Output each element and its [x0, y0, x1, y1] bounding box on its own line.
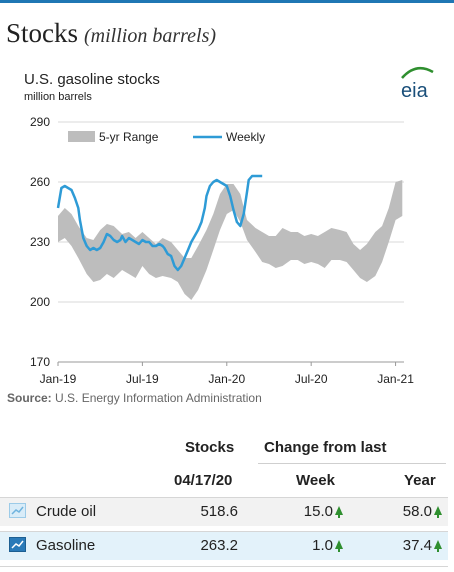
table-row-gasoline: Gasoline 263.2 1.0 37.4 — [0, 531, 448, 560]
up-arrow-icon — [335, 540, 343, 552]
col-header-year: Year — [404, 472, 436, 489]
week-change-value: 1.0 — [312, 537, 333, 554]
year-change-value: 37.4 — [402, 537, 432, 554]
x-tick-label: Jan-20 — [208, 372, 245, 386]
source-text: U.S. Energy Information Administration — [52, 391, 262, 405]
section-unit: (million barrels) — [84, 25, 217, 47]
legend-range-label: 5-yr Range — [99, 130, 159, 144]
y-tick-label: 290 — [30, 115, 50, 129]
x-tick-label: Jul-20 — [295, 372, 328, 386]
section-title: Stocks — [6, 18, 79, 48]
up-arrow-icon — [335, 506, 343, 518]
y-tick-label: 170 — [30, 355, 50, 369]
weekly-series-line — [56, 174, 263, 272]
legend-range-swatch — [68, 131, 95, 142]
y-tick-label: 200 — [30, 295, 50, 309]
x-tick-label: Jan-21 — [377, 372, 414, 386]
row-stocks-value: 518.6 — [200, 503, 238, 520]
year-change-value: 58.0 — [402, 503, 432, 520]
row-year-change: 58.0 — [403, 503, 442, 520]
up-arrow-icon — [434, 540, 442, 552]
change-header-underline — [258, 463, 446, 464]
top-accent-line — [0, 0, 454, 3]
axes: 170 200 230 260 290 Jan-19 Jul-19 Jan-20 Jul-20 J… — [30, 115, 414, 386]
y-tick-label: 230 — [30, 235, 50, 249]
x-tick-label: Jan-19 — [40, 372, 77, 386]
row-year-change: 37.4 — [403, 537, 442, 554]
legend: 5-yr Range Weekly — [68, 130, 265, 144]
gasoline-stocks-chart: U.S. gasoline stocks million barrels eia… — [7, 66, 434, 405]
weekly-line-layer — [56, 174, 263, 272]
chart-subtitle: million barrels — [24, 91, 92, 103]
col-header-week: Week — [296, 472, 335, 489]
chart-title: U.S. gasoline stocks — [24, 71, 160, 88]
row-stocks-value: 263.2 — [200, 537, 238, 554]
section-heading: Stocks (million barrels) — [6, 18, 216, 49]
row-label: Crude oil — [36, 503, 97, 520]
legend-weekly-label: Weekly — [226, 130, 265, 144]
up-arrow-icon — [434, 506, 442, 518]
col-header-date: 04/17/20 — [174, 472, 233, 489]
row-week-change: 1.0 — [312, 537, 343, 554]
x-tick-label: Jul-19 — [126, 372, 159, 386]
eia-logo: eia — [401, 66, 434, 102]
chart-source: Source: U.S. Energy Information Administ… — [7, 391, 262, 405]
y-tick-label: 260 — [30, 175, 50, 189]
col-header-stocks: Stocks — [185, 439, 235, 456]
chart-line-icon — [9, 537, 26, 552]
col-header-change: Change from last — [264, 439, 387, 456]
table-bottom-rule — [0, 566, 448, 567]
week-change-value: 15.0 — [303, 503, 333, 520]
eia-logo-text: eia — [401, 80, 429, 102]
chart-line-icon — [9, 503, 26, 518]
eia-logo-arc — [401, 66, 434, 79]
row-label: Gasoline — [36, 537, 96, 554]
row-week-change: 15.0 — [304, 503, 343, 520]
source-prefix: Source: — [7, 391, 52, 405]
table-row-crude-oil: Crude oil 518.6 15.0 58.0 — [0, 497, 448, 526]
